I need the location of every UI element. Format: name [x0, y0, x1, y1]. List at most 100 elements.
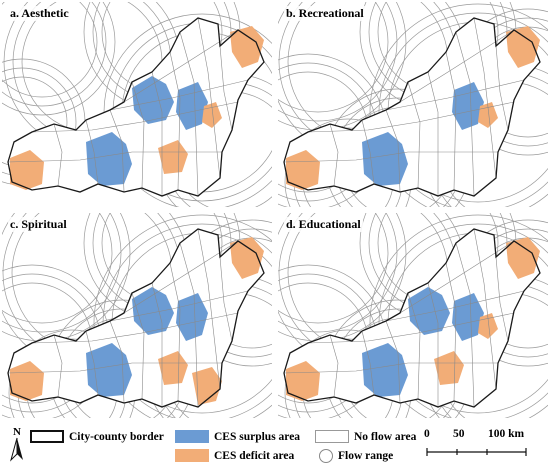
district-line — [31, 101, 239, 133]
district-line — [495, 256, 509, 342]
deficit-area — [230, 237, 264, 279]
district-line — [495, 45, 509, 131]
legend-swatch-deficit — [175, 449, 209, 462]
legend-label-surplus: CES surplus area — [214, 430, 301, 443]
surplus-area — [176, 82, 208, 130]
legend: N City-county border CES surplus area CE… — [0, 420, 550, 470]
deficit-area — [158, 351, 188, 385]
district-line — [473, 17, 497, 179]
district-line — [473, 228, 497, 390]
surplus-area — [452, 82, 484, 130]
flow-range-circle — [378, 12, 548, 207]
district-line — [427, 71, 439, 196]
district-line — [53, 123, 63, 187]
flow-range-circle — [369, 3, 548, 207]
deficit-area — [192, 367, 222, 405]
district-line — [385, 320, 401, 404]
panel-spiritual: c. Spiritual — [2, 213, 272, 418]
district-line — [197, 228, 221, 390]
legend-item-noflow: No flow area — [315, 430, 416, 443]
district-line — [307, 312, 515, 344]
panel-title: b. Recreational — [284, 6, 366, 21]
svg-text:N: N — [13, 426, 21, 438]
district-line — [361, 330, 375, 396]
deficit-area — [286, 361, 320, 401]
district-line — [179, 242, 199, 408]
legend-item-flow: Flow range — [309, 449, 393, 463]
flow-range-circle — [278, 2, 398, 122]
district-line — [385, 290, 525, 322]
district-line — [53, 334, 63, 398]
district-line — [197, 17, 221, 179]
flow-range-circle — [378, 223, 548, 418]
deficit-area — [506, 237, 540, 279]
surplus-area — [452, 293, 484, 341]
district-line — [361, 119, 375, 185]
surplus-area — [132, 287, 174, 335]
flow-range-circle — [278, 213, 398, 333]
flow-range-circle — [2, 2, 107, 107]
district-line — [169, 51, 181, 191]
district-line — [151, 282, 163, 407]
district-line — [219, 45, 233, 131]
scale-label-50: 50 — [453, 428, 465, 440]
flow-range-circle — [278, 2, 389, 113]
panel-aesthetic: a. Aesthetic — [2, 2, 272, 207]
legend-item-deficit: CES deficit area — [175, 449, 294, 462]
district-line — [31, 312, 239, 344]
district-line — [123, 29, 239, 103]
district-line — [329, 334, 339, 398]
district-line — [109, 290, 249, 322]
district-line — [445, 262, 457, 402]
deficit-area — [434, 351, 464, 385]
district-line — [385, 79, 525, 111]
district-line — [7, 362, 222, 374]
flow-range-circle — [102, 223, 272, 418]
district-line — [455, 31, 475, 197]
surplus-area — [408, 287, 450, 335]
district-line — [407, 81, 421, 189]
legend-swatch-border — [30, 430, 64, 443]
district-line — [179, 31, 199, 197]
legend-swatch-flow — [319, 449, 333, 463]
north-arrow-icon: N — [10, 426, 23, 462]
district-line — [85, 330, 99, 396]
scale-bar — [426, 448, 527, 456]
scale-label-100: 100 km — [488, 428, 525, 440]
city-county-border — [283, 228, 541, 408]
region-fill — [284, 18, 540, 196]
surplus-area — [362, 132, 408, 186]
district-line — [427, 282, 439, 407]
flow-range-circle — [278, 213, 389, 324]
panel-title: a. Aesthetic — [8, 6, 71, 21]
district-line — [7, 151, 222, 163]
district-line — [109, 109, 125, 193]
deficit-area — [230, 26, 264, 68]
district-line — [283, 151, 498, 163]
city-county-border — [7, 17, 265, 197]
legend-item-surplus: CES surplus area — [175, 430, 300, 443]
surplus-area — [86, 132, 132, 186]
panel-recreational: b. Recreational — [278, 2, 548, 207]
district-line — [283, 362, 498, 374]
panel-title: c. Spiritual — [8, 217, 69, 232]
district-line — [455, 242, 475, 408]
scale-label-0: 0 — [424, 428, 430, 440]
map-spiritual — [2, 213, 272, 418]
district-line — [109, 79, 249, 111]
panel-educational: d. Educational — [278, 213, 548, 418]
map-aesthetic — [2, 2, 272, 207]
district-line — [385, 109, 401, 193]
district-line — [307, 101, 515, 133]
surplus-area — [176, 293, 208, 341]
flow-range-circle — [93, 214, 272, 418]
district-line — [219, 256, 233, 342]
district-line — [151, 71, 163, 196]
flow-range-circle — [2, 2, 116, 116]
legend-swatch-noflow — [315, 430, 349, 443]
district-line — [329, 123, 339, 187]
city-county-border — [7, 228, 265, 408]
deficit-area — [10, 361, 44, 401]
panel-title: d. Educational — [284, 217, 363, 232]
city-county-border — [283, 17, 541, 197]
